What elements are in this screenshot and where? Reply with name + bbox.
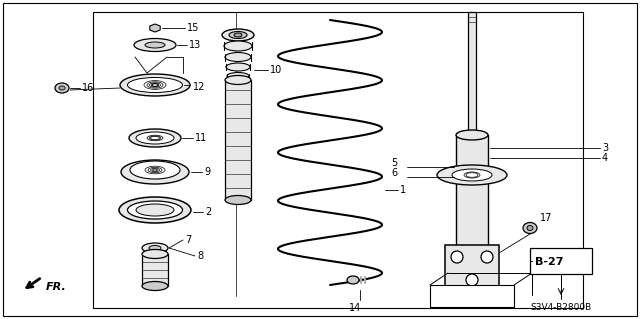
Text: 5: 5 [391,158,397,168]
Ellipse shape [142,243,168,253]
Text: 3: 3 [602,143,608,153]
Bar [142,254,168,286]
Ellipse shape [347,276,359,284]
Text: 7: 7 [185,235,191,245]
Ellipse shape [136,132,174,144]
Ellipse shape [452,169,492,181]
Polygon shape [150,24,160,32]
Ellipse shape [59,86,65,90]
Bar [430,285,514,307]
Bar [93,12,583,308]
Ellipse shape [226,63,250,71]
Text: 2: 2 [205,207,211,217]
Ellipse shape [129,129,181,147]
Text: S3V4-B2800B: S3V4-B2800B [530,303,591,313]
Text: B-27: B-27 [535,257,563,267]
Ellipse shape [142,281,168,291]
Text: 11: 11 [195,133,207,143]
Text: 15: 15 [187,23,200,33]
Ellipse shape [119,197,191,223]
Ellipse shape [234,33,242,37]
Ellipse shape [120,74,190,96]
Text: FR.: FR. [46,282,67,292]
Bar [530,248,592,274]
Ellipse shape [142,249,168,258]
Ellipse shape [149,246,161,250]
Text: 17: 17 [540,213,552,223]
Ellipse shape [136,204,174,216]
Text: 1: 1 [400,185,406,195]
Ellipse shape [222,29,254,41]
Ellipse shape [145,42,165,48]
Text: 9: 9 [204,167,210,177]
Ellipse shape [229,32,247,39]
Ellipse shape [527,226,533,231]
Text: 4: 4 [602,153,608,163]
Ellipse shape [134,39,176,51]
Ellipse shape [481,251,493,263]
Ellipse shape [224,41,252,51]
Ellipse shape [130,161,180,179]
Ellipse shape [227,72,249,79]
Bar [468,12,476,135]
Ellipse shape [225,196,251,204]
Ellipse shape [456,130,488,140]
Text: 12: 12 [193,82,205,92]
Ellipse shape [127,201,182,219]
Ellipse shape [121,160,189,184]
Bar [456,135,488,255]
Text: 13: 13 [189,40,201,50]
Text: 10: 10 [270,65,282,75]
Ellipse shape [225,76,251,85]
Ellipse shape [437,165,507,185]
Text: 14: 14 [349,303,361,313]
Text: 8: 8 [197,251,203,261]
Ellipse shape [152,84,158,86]
Ellipse shape [466,274,478,286]
Bar [445,245,499,290]
Ellipse shape [456,250,488,260]
Ellipse shape [451,251,463,263]
Bar [225,80,251,200]
Text: 16: 16 [82,83,94,93]
Ellipse shape [523,222,537,234]
Ellipse shape [55,83,69,93]
Ellipse shape [127,78,182,93]
Ellipse shape [225,53,251,62]
Text: 6: 6 [391,168,397,178]
